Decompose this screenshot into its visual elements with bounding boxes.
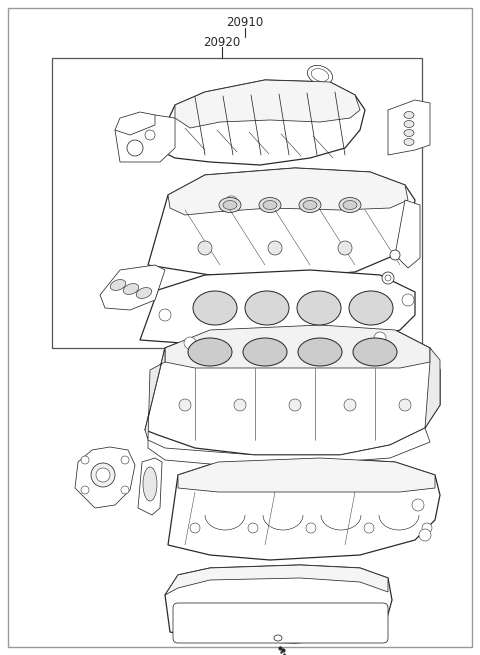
Ellipse shape [385,275,391,281]
Circle shape [390,250,400,260]
Polygon shape [175,80,360,128]
Polygon shape [115,112,155,135]
Circle shape [268,241,282,255]
Polygon shape [145,348,165,440]
Ellipse shape [298,338,342,366]
Circle shape [121,486,129,494]
Polygon shape [165,565,388,595]
FancyBboxPatch shape [173,603,388,643]
Circle shape [145,130,155,140]
Ellipse shape [312,69,329,81]
Ellipse shape [274,635,282,641]
Ellipse shape [303,200,317,210]
Circle shape [402,294,414,306]
Circle shape [374,332,386,344]
Circle shape [344,399,356,411]
Polygon shape [168,168,408,215]
Polygon shape [148,428,430,468]
Circle shape [96,468,110,482]
Ellipse shape [223,193,241,207]
Circle shape [399,399,411,411]
Polygon shape [138,458,162,515]
Circle shape [248,523,258,533]
Ellipse shape [308,87,322,97]
Ellipse shape [110,280,126,290]
Polygon shape [178,458,435,492]
Ellipse shape [404,111,414,119]
Polygon shape [148,168,415,278]
Ellipse shape [404,121,414,128]
Text: 20910: 20910 [227,16,264,29]
Circle shape [81,486,89,494]
Ellipse shape [339,198,361,212]
Ellipse shape [404,138,414,145]
Ellipse shape [307,66,333,84]
Ellipse shape [299,198,321,212]
Ellipse shape [223,200,237,210]
Polygon shape [165,325,430,368]
FancyBboxPatch shape [8,8,472,647]
Polygon shape [168,458,440,560]
Ellipse shape [263,200,277,210]
Polygon shape [100,265,165,310]
Ellipse shape [136,288,152,299]
Circle shape [190,523,200,533]
Circle shape [234,399,246,411]
Circle shape [159,309,171,321]
Circle shape [422,523,432,533]
Polygon shape [75,447,135,508]
Polygon shape [388,100,430,155]
Circle shape [81,456,89,464]
Circle shape [289,399,301,411]
Polygon shape [165,565,392,643]
Polygon shape [145,325,440,455]
Circle shape [127,140,143,156]
Circle shape [364,523,374,533]
Polygon shape [115,115,175,162]
Ellipse shape [382,272,394,284]
Circle shape [179,399,191,411]
Circle shape [198,241,212,255]
Circle shape [412,499,424,511]
Text: 20920: 20920 [204,36,240,49]
Ellipse shape [227,196,238,204]
Circle shape [121,456,129,464]
Circle shape [306,523,316,533]
Ellipse shape [349,291,393,325]
Circle shape [91,463,115,487]
Ellipse shape [243,338,287,366]
Ellipse shape [219,198,241,212]
Polygon shape [425,348,440,428]
Ellipse shape [245,291,289,325]
Ellipse shape [143,467,157,501]
Polygon shape [140,270,415,348]
Ellipse shape [404,130,414,136]
Ellipse shape [297,291,341,325]
Ellipse shape [123,284,139,295]
Polygon shape [155,80,365,165]
Ellipse shape [353,338,397,366]
Ellipse shape [193,291,237,325]
Circle shape [184,337,196,349]
Ellipse shape [343,200,357,210]
Polygon shape [395,200,420,268]
Ellipse shape [259,198,281,212]
Circle shape [419,529,431,541]
Circle shape [338,241,352,255]
Ellipse shape [188,338,232,366]
